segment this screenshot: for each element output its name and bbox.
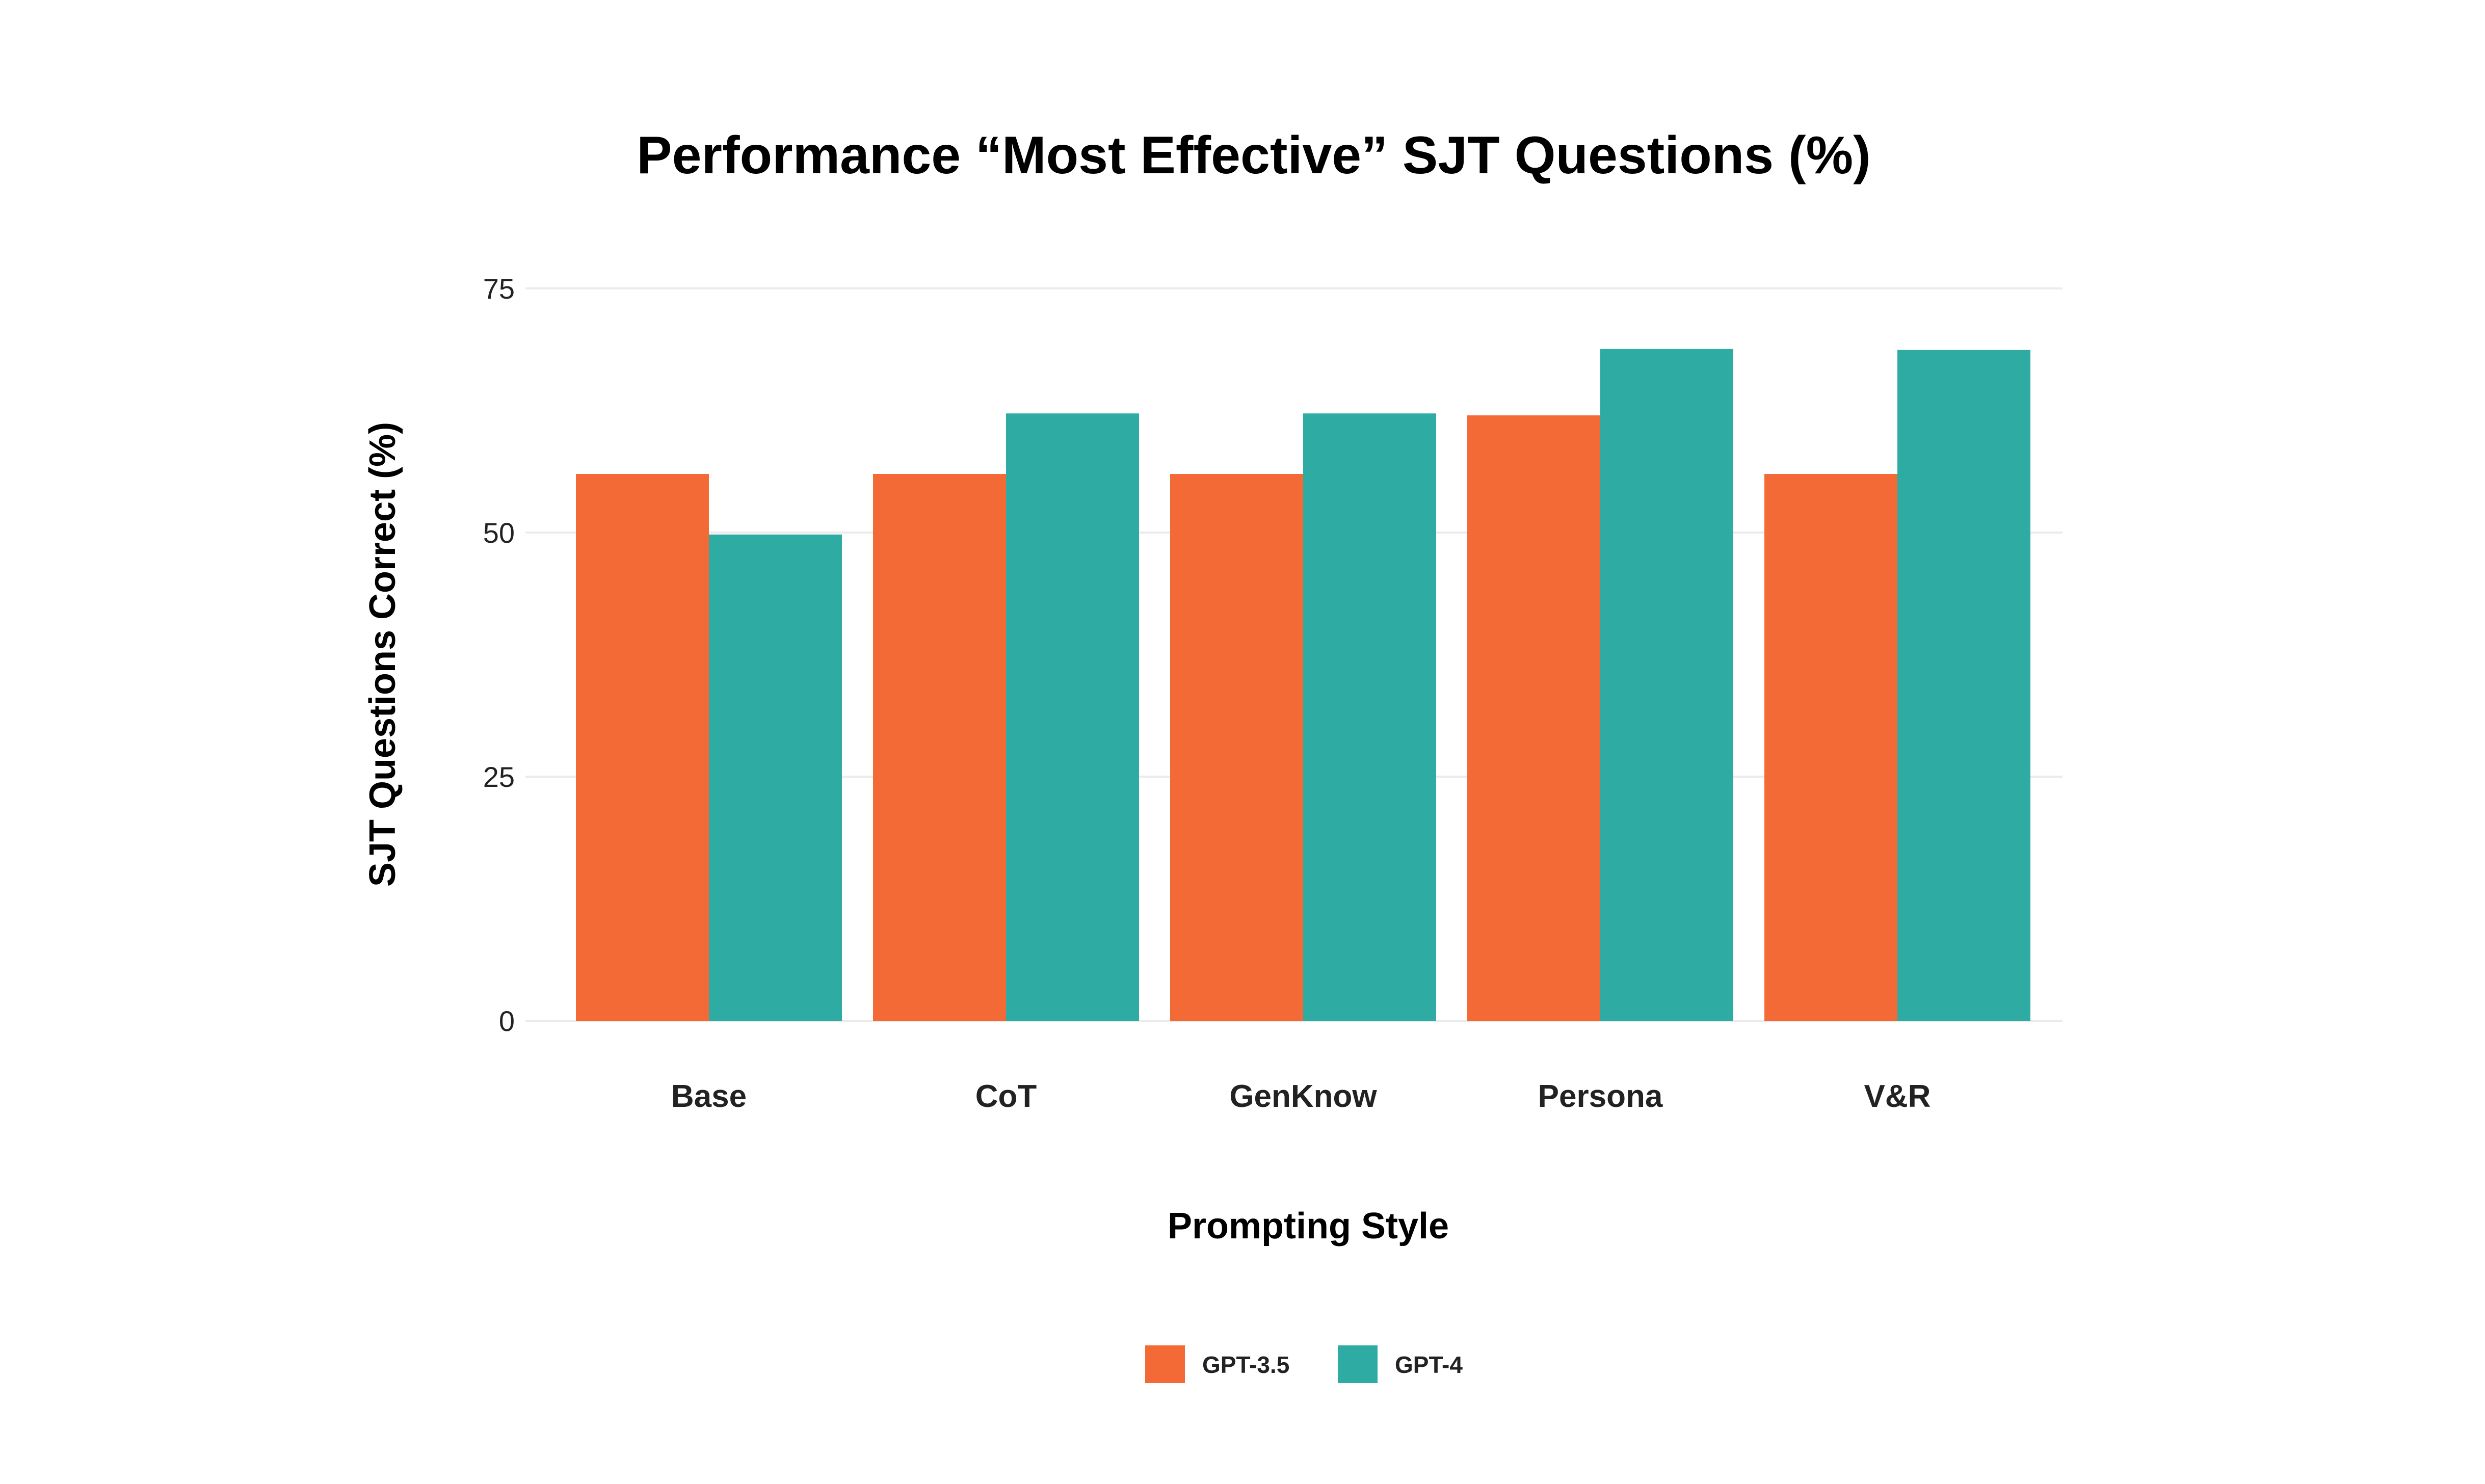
y-tick-labels: 0 25 50 75 — [483, 273, 515, 1037]
y-tick-label: 50 — [483, 517, 515, 549]
chart-title: Performance “Most Effective” SJT Questio… — [637, 126, 1870, 185]
x-tick-label: Persona — [1538, 1079, 1663, 1114]
bar-gpt-4-v&r — [1897, 350, 2030, 1021]
bar-gpt-4-persona — [1600, 349, 1733, 1021]
bar-gpt-3.5-persona — [1467, 415, 1600, 1021]
y-tick-label: 75 — [483, 273, 515, 305]
legend: GPT-3.5 GPT-4 — [1145, 1345, 1463, 1383]
x-axis-title: Prompting Style — [1168, 1206, 1449, 1247]
legend-label: GPT-3.5 — [1202, 1352, 1289, 1378]
x-tick-label: GenKnow — [1229, 1079, 1377, 1114]
bar-gpt-4-genknow — [1303, 413, 1436, 1021]
y-tick-label: 0 — [499, 1005, 515, 1037]
bars — [576, 349, 2030, 1021]
x-tick-labels: Base CoT GenKnow Persona V&R — [671, 1079, 1931, 1114]
bar-gpt-4-base — [709, 534, 842, 1021]
legend-swatch — [1338, 1345, 1378, 1383]
legend-swatch — [1145, 1345, 1185, 1383]
bar-gpt-3.5-v&r — [1764, 474, 1897, 1021]
bar-gpt-3.5-base — [576, 474, 709, 1021]
bar-gpt-4-cot — [1006, 413, 1139, 1021]
y-axis-title: SJT Questions Correct (%) — [362, 422, 403, 887]
x-tick-label: Base — [671, 1079, 747, 1114]
legend-label: GPT-4 — [1395, 1352, 1463, 1378]
x-tick-label: V&R — [1864, 1079, 1931, 1114]
x-tick-label: CoT — [975, 1079, 1037, 1114]
bar-gpt-3.5-cot — [873, 474, 1006, 1021]
bar-gpt-3.5-genknow — [1170, 474, 1303, 1021]
y-tick-label: 25 — [483, 761, 515, 793]
